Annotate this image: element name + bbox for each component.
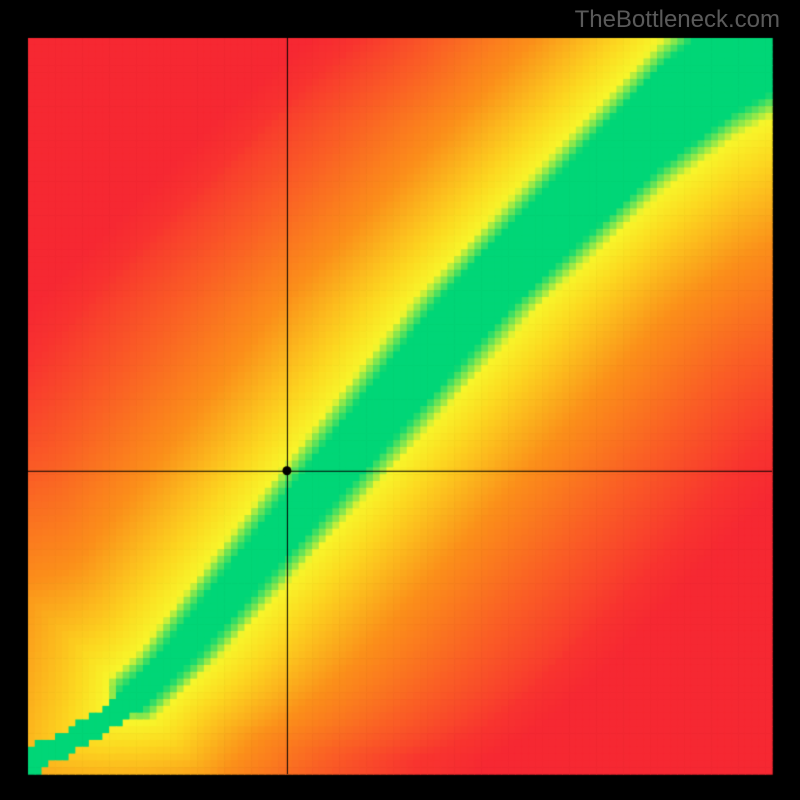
watermark-text: TheBottleneck.com bbox=[575, 6, 780, 34]
bottleneck-heatmap bbox=[0, 0, 800, 800]
chart-container: TheBottleneck.com bbox=[0, 0, 800, 800]
